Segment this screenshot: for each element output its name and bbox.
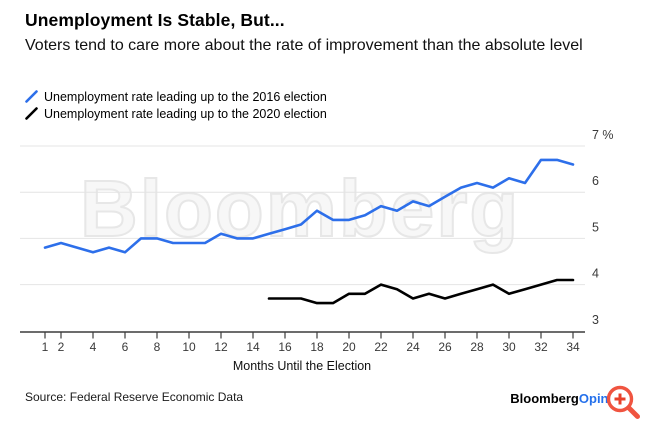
chart-legend: Unemployment rate leading up to the 2016… <box>25 88 327 122</box>
source-note: Source: Federal Reserve Economic Data <box>25 390 244 404</box>
svg-text:18: 18 <box>310 340 324 354</box>
svg-text:34: 34 <box>566 340 580 354</box>
chart-subtitle: Voters tend to care more about the rate … <box>25 37 583 54</box>
svg-text:4: 4 <box>90 340 97 354</box>
legend-marker <box>25 107 38 120</box>
chart-title: Unemployment Is Stable, But... <box>25 10 285 30</box>
svg-text:1: 1 <box>42 340 49 354</box>
svg-text:32: 32 <box>534 340 548 354</box>
svg-text:20: 20 <box>342 340 356 354</box>
legend-label-2016: Unemployment rate leading up to the 2016… <box>44 89 327 104</box>
svg-text:2: 2 <box>58 340 65 354</box>
legend-item-2020: Unemployment rate leading up to the 2020… <box>25 105 327 122</box>
zoom-in-magnifier-icon[interactable] <box>600 380 648 424</box>
svg-text:3: 3 <box>592 313 599 327</box>
svg-text:4: 4 <box>592 267 599 281</box>
svg-text:6: 6 <box>592 174 599 188</box>
svg-text:10: 10 <box>182 340 196 354</box>
svg-text:24: 24 <box>406 340 420 354</box>
svg-text:Months Until the Election: Months Until the Election <box>233 359 371 373</box>
plot-svg: 7 % 6 5 4 3 34 32 30 28 26 24 22 20 18 16 14 12 10 8 6 4 21 Mo… <box>20 130 614 373</box>
chart-header: Unemployment Is Stable, But... Voters te… <box>25 10 625 56</box>
legend-label-2020: Unemployment rate leading up to the 2020… <box>44 106 327 121</box>
legend-marker <box>25 90 38 103</box>
svg-text:28: 28 <box>470 340 484 354</box>
brand-bloomberg: Bloomberg <box>510 391 579 406</box>
svg-text:16: 16 <box>278 340 292 354</box>
svg-text:14: 14 <box>246 340 260 354</box>
svg-text:30: 30 <box>502 340 516 354</box>
legend-item-2016: Unemployment rate leading up to the 2016… <box>25 88 327 105</box>
svg-text:6: 6 <box>122 340 129 354</box>
svg-text:7 %: 7 % <box>592 130 614 142</box>
svg-text:5: 5 <box>592 220 599 234</box>
svg-text:8: 8 <box>154 340 161 354</box>
svg-text:22: 22 <box>374 340 388 354</box>
svg-text:12: 12 <box>214 340 228 354</box>
svg-text:26: 26 <box>438 340 452 354</box>
